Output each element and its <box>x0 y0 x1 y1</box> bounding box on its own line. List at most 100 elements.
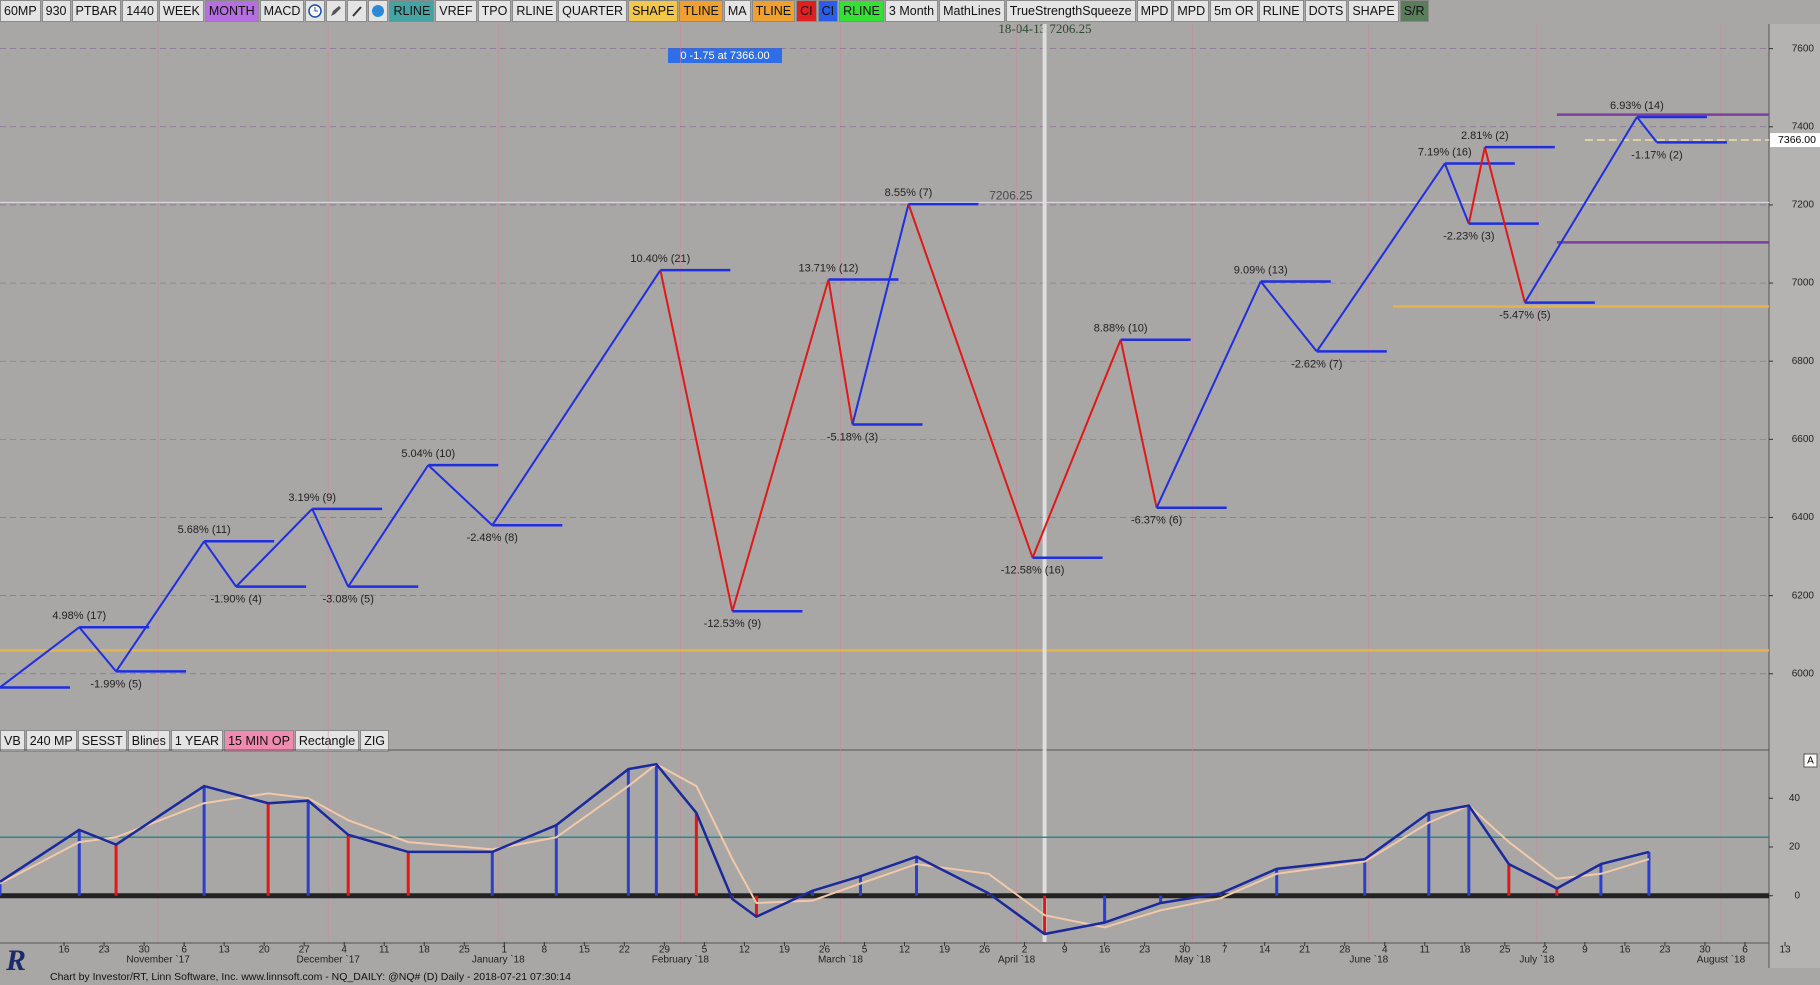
info-box-text: 0 -1.75 at 7366.00 <box>680 50 769 62</box>
pivot-label: -12.58% (16) <box>1001 565 1065 577</box>
x-tick-label: 21 <box>1299 945 1311 956</box>
toolbar-button[interactable]: 60MP <box>0 0 41 22</box>
zigzag-segment <box>0 626 80 689</box>
x-tick-label: 16 <box>1619 945 1631 956</box>
toolbar-button[interactable]: MA <box>723 0 751 22</box>
x-tick-label: 30 <box>139 945 151 956</box>
toolbar-button[interactable]: RLINE <box>389 0 435 22</box>
clock-icon[interactable] <box>305 0 326 22</box>
toolbar-button[interactable]: RLINE <box>839 0 884 22</box>
month-label: June `18 <box>1349 954 1388 966</box>
refresh-icon[interactable] <box>368 0 389 22</box>
toolbar-button[interactable]: MathLines <box>939 0 1005 22</box>
brush-icon[interactable] <box>347 0 368 22</box>
x-tick-label: 16 <box>58 945 70 956</box>
pivot-label: -2.62% (7) <box>1291 358 1342 370</box>
pivot-label: 9.09% (13) <box>1234 264 1288 276</box>
icon <box>372 5 385 17</box>
zigzag-segment <box>1483 146 1526 303</box>
x-tick-label: 23 <box>98 945 110 956</box>
toolbar-button[interactable]: QUARTER <box>558 0 628 22</box>
toolbar-button[interactable]: 240 MP <box>25 730 77 752</box>
toolbar-button[interactable]: DOTS <box>1304 0 1348 22</box>
x-tick-label: 4 <box>341 945 347 956</box>
x-tick-label: 29 <box>659 945 671 956</box>
zigzag-segment <box>1524 116 1638 304</box>
x-tick-label: 25 <box>459 945 471 956</box>
toolbar-button[interactable]: Rectangle <box>294 730 360 752</box>
x-tick-label: 1 <box>502 945 508 956</box>
logo: R <box>6 944 27 977</box>
x-tick-label: 11 <box>1420 945 1431 956</box>
pencil-icon[interactable] <box>326 0 347 22</box>
toolbar-button[interactable]: CI <box>817 0 839 22</box>
pivot-label: 4.98% (17) <box>52 610 106 622</box>
y-tick-label: 40 <box>1789 793 1801 804</box>
toolbar-button[interactable]: 3 Month <box>884 0 939 22</box>
macd-line <box>0 763 1650 929</box>
axis-background <box>1769 24 1820 968</box>
month-label: July `18 <box>1519 954 1554 966</box>
pivot-label: -2.48% (8) <box>467 532 518 544</box>
toolbar-button[interactable]: SHAPE <box>1348 0 1399 22</box>
x-tick-label: 14 <box>1259 945 1271 956</box>
toolbar-button[interactable]: 5m OR <box>1210 0 1258 22</box>
toolbar-button[interactable]: PTBAR <box>71 0 122 22</box>
y-tick-label: 6400 <box>1792 512 1815 523</box>
x-tick-label: 12 <box>899 945 911 956</box>
x-tick-label: 20 <box>259 945 271 956</box>
pivot-label: 2.81% (2) <box>1461 130 1509 142</box>
toolbar-button[interactable]: MPD <box>1136 0 1173 22</box>
toolbar-button[interactable]: 1440 <box>122 0 159 22</box>
toolbar-button[interactable]: 930 <box>41 0 71 22</box>
x-tick-label: 26 <box>819 945 831 956</box>
pivot-label: -1.17% (2) <box>1631 149 1682 161</box>
x-tick-label: 5 <box>702 945 708 956</box>
toolbar-button[interactable]: Blines <box>127 730 170 752</box>
toolbar-button[interactable]: RLINE <box>1258 0 1304 22</box>
pivot-label: 3.19% (9) <box>288 492 336 504</box>
toolbar-button[interactable]: SESST <box>77 730 127 752</box>
pivot-label: 8.88% (10) <box>1094 323 1148 335</box>
toolbar-button[interactable]: TPO <box>477 0 512 22</box>
x-tick-label: 12 <box>739 945 751 956</box>
macd-line <box>0 762 1650 936</box>
zigzag-segment <box>78 626 117 673</box>
pivot-label: -1.90% (4) <box>210 594 261 606</box>
pivot-label: 7.19% (16) <box>1418 146 1472 158</box>
toolbar-button[interactable]: TLINE <box>751 0 796 22</box>
toolbar-button[interactable]: MONTH <box>204 0 259 22</box>
scale-button <box>1803 753 1818 768</box>
status-bar: Chart by Investor/RT, Linn Software, Inc… <box>50 971 571 983</box>
zigzag-segment <box>1259 280 1318 353</box>
pivot-label: -5.18% (3) <box>827 431 878 443</box>
x-tick-label: 11 <box>379 945 390 956</box>
toolbar-button[interactable]: MPD <box>1173 0 1210 22</box>
toolbar-button[interactable]: CI <box>796 0 817 22</box>
icon <box>308 4 323 18</box>
toolbar-button[interactable]: RLINE <box>512 0 558 22</box>
x-tick-label: 6 <box>1742 945 1748 956</box>
zigzag-segment <box>1315 162 1446 352</box>
toolbar-button[interactable]: TrueStrengthSqueeze <box>1005 0 1136 22</box>
toolbar-button[interactable]: MACD <box>259 0 305 22</box>
month-label: November `17 <box>126 954 190 966</box>
x-tick-label: 4 <box>1382 945 1388 956</box>
x-tick-label: 2 <box>1542 945 1548 956</box>
x-tick-label: 30 <box>1179 945 1191 956</box>
x-tick-label: 23 <box>1659 945 1671 956</box>
month-label: August `18 <box>1697 954 1746 966</box>
toolbar-button[interactable]: 1 YEAR <box>170 730 224 752</box>
pivot-label: -12.53% (9) <box>704 618 761 630</box>
toolbar-button[interactable]: ZIG <box>360 730 390 752</box>
y-tick-label: 20 <box>1789 842 1801 853</box>
toolbar-button[interactable]: TLINE <box>679 0 723 22</box>
toolbar-button[interactable]: VREF <box>435 0 477 22</box>
scale-button-label: A <box>1807 756 1814 767</box>
toolbar-button[interactable]: S/R <box>1399 0 1429 22</box>
toolbar-button[interactable]: VB <box>0 730 25 752</box>
toolbar-button[interactable]: 15 MIN OP <box>224 730 294 752</box>
toolbar-button[interactable]: WEEK <box>159 0 204 22</box>
toolbar-button[interactable]: SHAPE <box>628 0 679 22</box>
